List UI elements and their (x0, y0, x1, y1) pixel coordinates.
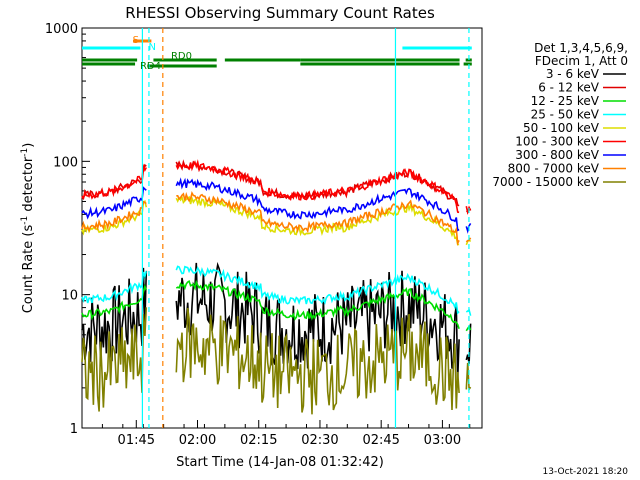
legend-label: 7000 - 15000 keV (492, 175, 599, 189)
legend-label: 100 - 300 keV (515, 135, 599, 149)
series-line (81, 307, 472, 415)
x-tick-label: 02:15 (240, 433, 277, 448)
legend-label: 3 - 6 keV (546, 67, 600, 81)
x-tick-label: 02:00 (179, 433, 216, 448)
y-tick-label: 10 (61, 289, 78, 304)
y-label-part: ) (21, 143, 36, 148)
flag-label: N (149, 42, 156, 53)
chart-title: RHESSI Observing Summary Count Rates (125, 4, 435, 22)
x-tick-label: 02:30 (301, 433, 338, 448)
legend-label: 800 - 7000 keV (508, 162, 600, 176)
series-line (81, 159, 472, 213)
flag-label: RD4 (140, 61, 161, 72)
legend-header-1: Det 1,3,4,5,6,9, (534, 41, 628, 55)
legend-header-2: FDecim 1, Att 0 (535, 54, 628, 68)
series-line (81, 191, 472, 246)
y-tick-label: 1 (70, 422, 78, 437)
legend-label: 6 - 12 keV (538, 81, 600, 95)
y-label-sup: -1 (20, 216, 30, 225)
x-axis-label: Start Time (14-Jan-08 01:32:42) (176, 455, 384, 470)
y-axis-label: Count Rate (s-1 detector-1) (20, 143, 36, 314)
x-tick-label: 02:45 (362, 433, 399, 448)
y-label-sup: -1 (20, 148, 30, 157)
footer-date: 13-Oct-2021 18:20 (543, 467, 629, 477)
legend: Det 1,3,4,5,6,9, FDecim 1, Att 0 3 - 6 k… (492, 41, 628, 189)
x-tick-label: 01:45 (118, 433, 155, 448)
legend-label: 12 - 25 keV (531, 94, 600, 108)
y-tick-label: 1000 (45, 22, 78, 37)
legend-label: 50 - 100 keV (523, 121, 600, 135)
legend-label: 300 - 800 keV (515, 148, 599, 162)
x-tick-label: 03:00 (424, 433, 461, 448)
flag-label: S (133, 35, 139, 46)
y-label-part: detector (21, 156, 36, 216)
annotations: SN RD0 RD4 (82, 28, 472, 428)
y-tick-label: 100 (53, 155, 78, 170)
axis-ticks: 01:45 02:00 02:15 02:30 02:45 03:00 1 10 100 1000 (45, 22, 471, 448)
y-label-part: Count Rate (s (21, 225, 36, 314)
legend-label: 25 - 50 keV (531, 108, 600, 122)
series-group (81, 159, 472, 415)
series-line (81, 194, 472, 246)
flag-label: RD0 (171, 51, 192, 62)
